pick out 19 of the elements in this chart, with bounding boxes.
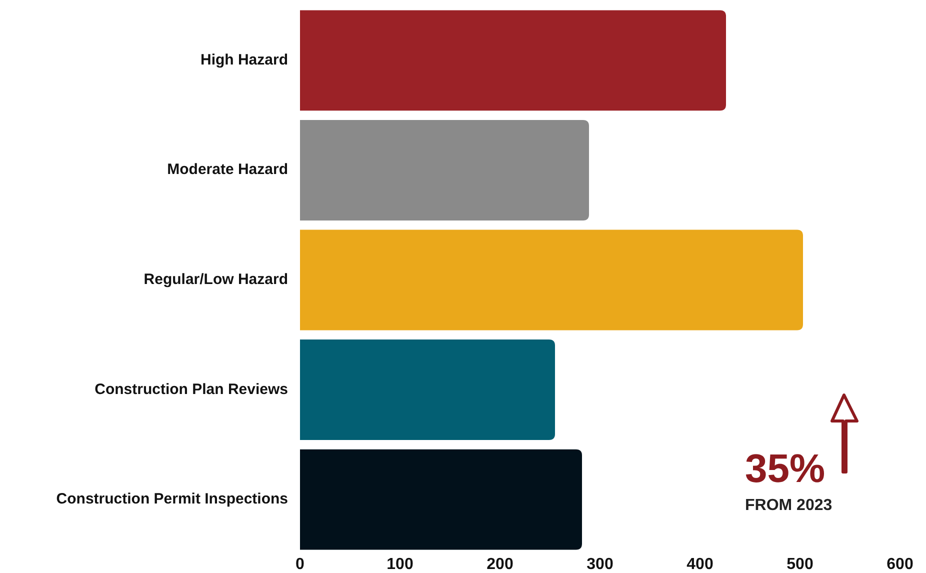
annotation: 35% [745,447,826,491]
x-tick-label: 100 [386,556,414,573]
x-tick-label: 0 [296,556,305,573]
bar [300,340,555,440]
bar [300,449,582,550]
y-tick-label: Moderate Hazard [167,161,288,178]
y-tick-label: Construction Permit Inspections [56,490,288,508]
y-tick-label: High Hazard [200,51,288,68]
x-tick-label: 400 [686,556,714,573]
x-tick-label: 200 [486,556,514,573]
bar [300,230,803,330]
y-tick-label: Regular/Low Hazard [144,270,288,288]
y-tick-label: Construction Plan Reviews [94,380,288,398]
bar [300,120,589,220]
x-tick-label: 600 [886,556,914,573]
x-tick-label: 500 [786,556,814,573]
annotation: FROM 2023 [745,497,832,514]
bar [300,10,726,111]
x-tick-label: 300 [586,556,614,573]
